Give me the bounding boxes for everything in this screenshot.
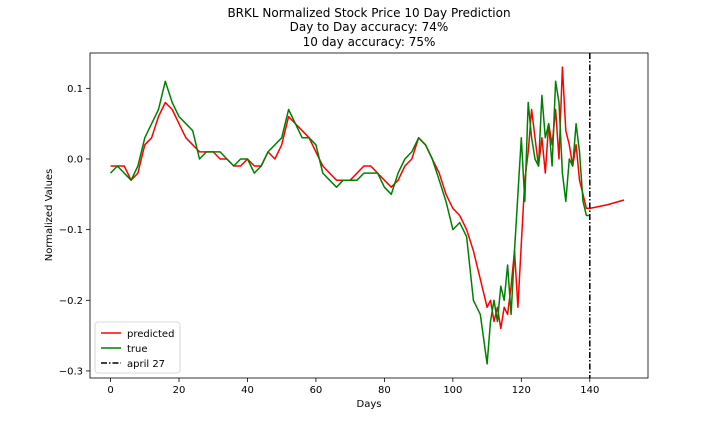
x-tick-label: 20	[173, 385, 186, 396]
legend-box	[94, 321, 181, 374]
x-tick-label: 140	[580, 385, 599, 396]
chart-subtitle-10day-accuracy: 10 day accuracy: 75%	[303, 35, 436, 49]
y-tick-label: 0.1	[67, 84, 83, 95]
x-tick-label: 120	[512, 385, 531, 396]
y-tick-label: −0.2	[59, 296, 83, 307]
x-tick-label: 80	[378, 385, 391, 396]
y-tick-label: −0.1	[59, 225, 83, 236]
x-tick-label: 60	[310, 385, 323, 396]
plot-layer	[109, 53, 625, 378]
x-tick-label: 0	[107, 385, 113, 396]
legend-label-predicted: predicted	[127, 329, 174, 340]
y-tick-label: 0.0	[67, 154, 83, 165]
legend: predicted true april 27	[94, 321, 181, 374]
legend-label-april-27: april 27	[127, 359, 165, 370]
chart-subtitle-day-accuracy: Day to Day accuracy: 74%	[290, 20, 449, 34]
x-tick-label: 40	[241, 385, 254, 396]
x-axis-ticks: 0 20 40 60 80 100 120 140	[107, 378, 599, 396]
y-axis-ticks: −0.3 −0.2 −0.1 0.0 0.1	[59, 84, 90, 377]
chart-title: BRKL Normalized Stock Price 10 Day Predi…	[227, 6, 510, 20]
x-axis-label: Days	[357, 399, 382, 410]
y-tick-label: −0.3	[59, 366, 83, 377]
chart-title-group: BRKL Normalized Stock Price 10 Day Predi…	[227, 6, 510, 49]
legend-label-true: true	[127, 344, 148, 355]
series-line-true	[109, 80, 590, 365]
y-axis-label: Normalized Values	[44, 169, 55, 262]
plot-area-frame	[89, 52, 649, 379]
series-line-predicted	[110, 66, 625, 330]
x-tick-label: 100	[443, 385, 462, 396]
